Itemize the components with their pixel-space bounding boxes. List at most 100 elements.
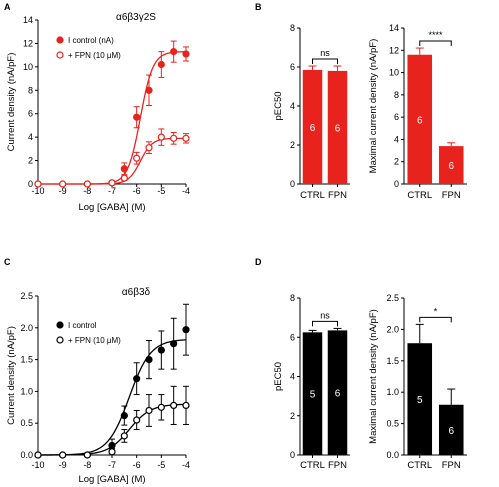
bar (327, 330, 348, 455)
y-tick-label: 1.0 (386, 387, 399, 397)
y-tick-label: 12 (23, 38, 33, 48)
x-tick-label: -6 (133, 186, 141, 196)
data-point (170, 340, 178, 348)
y-tick-label: 0 (290, 450, 295, 460)
legend-label: + FPN (10 μM) (68, 51, 121, 60)
sample-size-label: 6 (417, 115, 423, 126)
sample-size-label: 6 (335, 123, 341, 134)
data-point (34, 180, 42, 188)
data-point (59, 451, 67, 459)
data-point (157, 60, 165, 69)
x-tick-label: -6 (133, 460, 141, 470)
category-label: CTRL (407, 460, 432, 471)
y-tick-label: 1.5 (20, 355, 33, 365)
y-tick-label: 6 (290, 332, 295, 342)
sample-size-label: 6 (448, 426, 454, 437)
category-label: FPN (442, 190, 461, 201)
x-tick-label: -5 (157, 460, 165, 470)
data-point (157, 133, 165, 141)
y-tick-label: 4 (290, 101, 295, 111)
y-axis-label: Maximal current density (nA/pF) (368, 309, 379, 444)
y-axis-label: Current density (nA/pF) (6, 326, 17, 425)
x-tick-label: -8 (83, 460, 91, 470)
y-axis-label: pEC50 (273, 91, 284, 120)
y-tick-label: 14 (23, 15, 33, 25)
panel-letter-b: B (255, 2, 262, 12)
category-label: FPN (328, 460, 347, 471)
x-tick-label: -9 (59, 460, 67, 470)
y-tick-label: 2 (290, 411, 295, 421)
x-axis-label: Log [GABA] (M) (78, 202, 145, 213)
x-tick-label: -7 (108, 186, 116, 196)
bar (407, 343, 433, 455)
y-tick-label: 6 (394, 112, 399, 122)
category-label: FPN (442, 460, 461, 471)
x-tick-label: -8 (83, 186, 91, 196)
data-point (108, 448, 116, 456)
y-tick-label: 0 (394, 179, 399, 189)
y-tick-label: 0.0 (386, 450, 399, 460)
category-label: FPN (328, 190, 347, 201)
data-point (182, 326, 190, 334)
y-tick-label: 4 (28, 132, 33, 142)
data-point (108, 179, 116, 187)
y-tick-label: 2.0 (20, 323, 33, 333)
fit-curve (38, 51, 187, 185)
category-label: CTRL (300, 190, 325, 201)
x-tick-label: -4 (182, 186, 190, 196)
y-tick-label: 6 (290, 62, 295, 72)
y-tick-label: 0 (290, 179, 295, 189)
data-point (120, 432, 128, 440)
y-tick-label: 4 (394, 134, 399, 144)
significance-label: * (434, 306, 438, 316)
legend-marker (56, 336, 64, 344)
y-tick-label: 4 (290, 372, 295, 382)
y-axis-label: Current density (nA/pF) (6, 53, 17, 152)
data-point (133, 416, 141, 424)
data-point (34, 451, 42, 459)
y-tick-label: 14 (389, 23, 399, 33)
y-axis-label: Maximal current density (nA/pF) (368, 39, 379, 174)
fit-curve (37, 339, 187, 456)
data-point (120, 165, 128, 173)
y-tick-label: 8 (394, 90, 399, 100)
x-axis-label: Log [GABA] (M) (78, 474, 145, 485)
data-point (170, 48, 178, 56)
y-tick-label: 2 (394, 157, 399, 167)
data-point (145, 86, 153, 94)
category-label: CTRL (300, 460, 325, 471)
data-point (182, 50, 190, 58)
x-tick-label: -4 (182, 460, 190, 470)
data-point (59, 180, 67, 188)
y-tick-label: 0.5 (20, 418, 33, 428)
data-point (145, 406, 153, 415)
panel-letter-c: C (4, 257, 11, 267)
bar (438, 146, 464, 184)
legend-marker (56, 51, 64, 59)
y-tick-label: 12 (389, 45, 399, 55)
y-tick-label: 10 (389, 68, 399, 78)
y-tick-label: 10 (23, 62, 33, 72)
x-tick-label: -10 (31, 460, 44, 470)
y-tick-label: 2 (290, 140, 295, 150)
sample-size-label: 6 (310, 123, 316, 134)
legend-label: I control (nA) (68, 36, 114, 45)
x-tick-label: -5 (157, 186, 165, 196)
bar (302, 69, 323, 184)
y-tick-label: 1.5 (386, 356, 399, 366)
y-axis-label: pEC50 (273, 362, 284, 391)
data-point (133, 113, 141, 121)
y-tick-label: 6 (28, 109, 33, 119)
data-point (157, 403, 165, 411)
y-tick-label: 2.5 (386, 293, 399, 303)
data-point (182, 134, 190, 142)
sample-size-label: 5 (310, 390, 316, 401)
y-tick-label: 1.0 (20, 386, 33, 396)
panel-letter-d: D (255, 257, 262, 267)
significance-label: **** (428, 30, 443, 40)
y-tick-label: 8 (28, 85, 33, 95)
significance-label: ns (320, 310, 330, 320)
data-point (182, 401, 190, 409)
bar (407, 54, 433, 184)
